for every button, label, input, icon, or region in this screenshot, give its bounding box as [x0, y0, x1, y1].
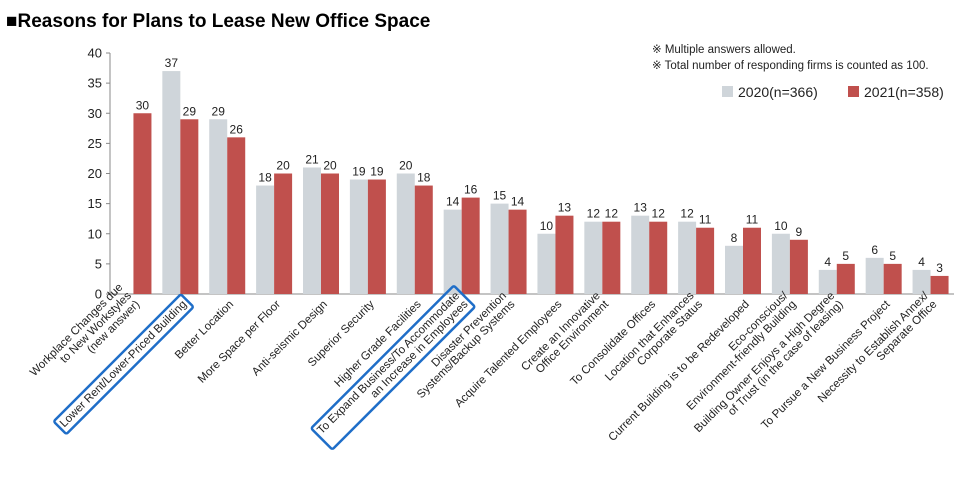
bar-value-label: 19 — [352, 165, 366, 179]
bar-2020 — [771, 233, 790, 294]
highlight-box — [310, 285, 476, 450]
bar-2020 — [490, 203, 509, 294]
bar-2021 — [274, 173, 293, 294]
bar-value-label: 26 — [230, 122, 244, 136]
bar-2021 — [367, 179, 386, 294]
bar-value-label: 18 — [258, 171, 272, 185]
bar-value-label: 37 — [165, 56, 179, 70]
bar-2021 — [508, 209, 527, 294]
bar-value-label: 8 — [731, 231, 738, 245]
y-tick-label: 15 — [88, 196, 102, 211]
bar-2021 — [414, 185, 433, 294]
bar-value-label: 20 — [276, 159, 290, 173]
bar-2021 — [133, 113, 152, 294]
bar-value-label: 16 — [464, 183, 478, 197]
bar-value-label: 14 — [446, 195, 460, 209]
note-total-firms: ※ Total number of responding firms is co… — [652, 60, 929, 72]
y-tick-label: 0 — [95, 287, 102, 302]
category-label: Workplace Changes dueto New Workstyles(n… — [28, 281, 143, 396]
bar-2021 — [180, 119, 199, 295]
y-tick-label: 10 — [88, 226, 102, 241]
legend-label-2021: 2021(n=358) — [864, 84, 944, 100]
bar-2020 — [537, 233, 556, 294]
bar-2020 — [303, 167, 321, 294]
bar-value-label: 19 — [370, 165, 384, 179]
legend-swatch-2021 — [848, 86, 859, 97]
bar-value-label: 29 — [183, 104, 197, 118]
bar-2020 — [818, 269, 837, 294]
bar-2020 — [349, 179, 368, 294]
bar-value-label: 29 — [212, 104, 226, 118]
y-tick-label: 35 — [88, 76, 102, 91]
bar-2020 — [865, 257, 884, 294]
bar-value-label: 3 — [936, 261, 943, 275]
bar-value-label: 13 — [634, 201, 648, 215]
bar-value-label: 10 — [540, 219, 554, 233]
bar-value-label: 5 — [842, 249, 849, 263]
bar-value-label: 12 — [605, 207, 619, 221]
bar-2021 — [789, 239, 808, 294]
bar-2021 — [696, 227, 715, 294]
chart-title: ■Reasons for Plans to Lease New Office S… — [6, 11, 430, 32]
bar-2020 — [443, 209, 462, 294]
bar-2021 — [649, 221, 668, 294]
bar-2020 — [631, 215, 650, 294]
bar-value-label: 15 — [493, 189, 507, 203]
legend: 2020(n=366) 2021(n=358) — [722, 84, 944, 100]
bar-2021 — [227, 137, 246, 294]
bar-value-label: 20 — [323, 159, 337, 173]
bar-value-label: 30 — [136, 98, 150, 112]
bar-value-label: 20 — [399, 159, 413, 173]
bar-2020 — [256, 185, 275, 294]
bar-2021 — [743, 227, 761, 294]
legend-swatch-2020 — [722, 86, 733, 97]
category-label: More Space per Floor — [196, 298, 283, 385]
bar-2020 — [162, 71, 181, 294]
bar-value-label: 13 — [558, 201, 572, 215]
bar-2020 — [584, 221, 603, 294]
bar-value-label: 21 — [305, 152, 319, 166]
bar-value-label: 18 — [417, 171, 431, 185]
bar-value-label: 6 — [871, 243, 878, 257]
y-tick-label: 5 — [95, 256, 102, 271]
bar-value-label: 5 — [889, 249, 896, 263]
bar-value-label: 4 — [824, 255, 831, 269]
bar-value-label: 9 — [796, 225, 803, 239]
bar-2021 — [930, 275, 949, 294]
y-tick-label: 40 — [88, 46, 102, 61]
note-multiple-answers: ※ Multiple answers allowed. — [652, 44, 796, 56]
highlight-box — [53, 293, 194, 435]
bar-2020 — [725, 245, 743, 294]
bar-2021 — [461, 197, 480, 294]
bar-2020 — [396, 173, 415, 294]
bar-2021 — [555, 215, 574, 294]
bar-value-label: 12 — [652, 207, 666, 221]
bar-value-label: 11 — [699, 213, 712, 227]
bar-2021 — [321, 173, 339, 294]
bar-value-label: 11 — [746, 213, 759, 227]
bar-value-label: 4 — [918, 255, 925, 269]
bar-value-label: 12 — [680, 207, 694, 221]
bar-2021 — [883, 263, 902, 294]
y-tick-label: 30 — [88, 106, 102, 121]
bar-value-label: 10 — [774, 219, 788, 233]
bar-value-label: 14 — [511, 195, 525, 209]
legend-label-2020: 2020(n=366) — [738, 84, 818, 100]
bar-2021 — [602, 221, 621, 294]
bar-value-label: 12 — [587, 207, 601, 221]
bar-2021 — [836, 263, 855, 294]
y-tick-label: 20 — [88, 166, 102, 181]
y-tick-label: 25 — [88, 136, 102, 151]
bar-2020 — [678, 221, 697, 294]
bar-2020 — [912, 269, 931, 294]
bar-2020 — [209, 119, 228, 295]
